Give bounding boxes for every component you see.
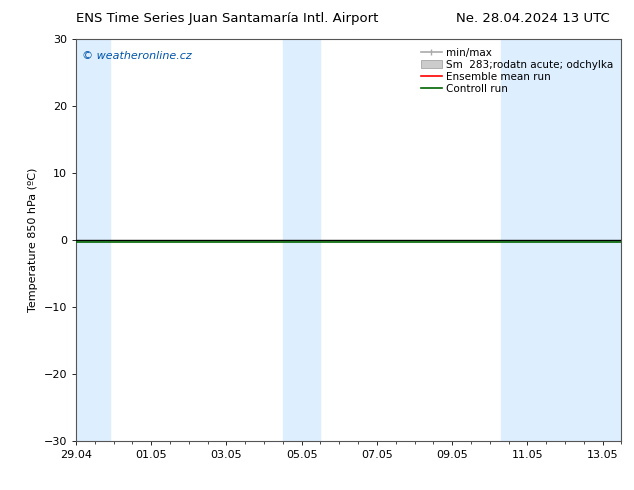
Text: © weatheronline.cz: © weatheronline.cz — [82, 51, 191, 61]
Bar — [501, 39, 625, 441]
Text: ENS Time Series Juan Santamaría Intl. Airport: ENS Time Series Juan Santamaría Intl. Ai… — [76, 12, 378, 25]
Legend: min/max, Sm  283;rodatn acute; odchylka, Ensemble mean run, Controll run: min/max, Sm 283;rodatn acute; odchylka, … — [418, 45, 616, 97]
Bar — [283, 39, 321, 441]
Bar — [72, 39, 110, 441]
Text: Ne. 28.04.2024 13 UTC: Ne. 28.04.2024 13 UTC — [456, 12, 611, 25]
Y-axis label: Temperature 850 hPa (ºC): Temperature 850 hPa (ºC) — [28, 168, 38, 312]
